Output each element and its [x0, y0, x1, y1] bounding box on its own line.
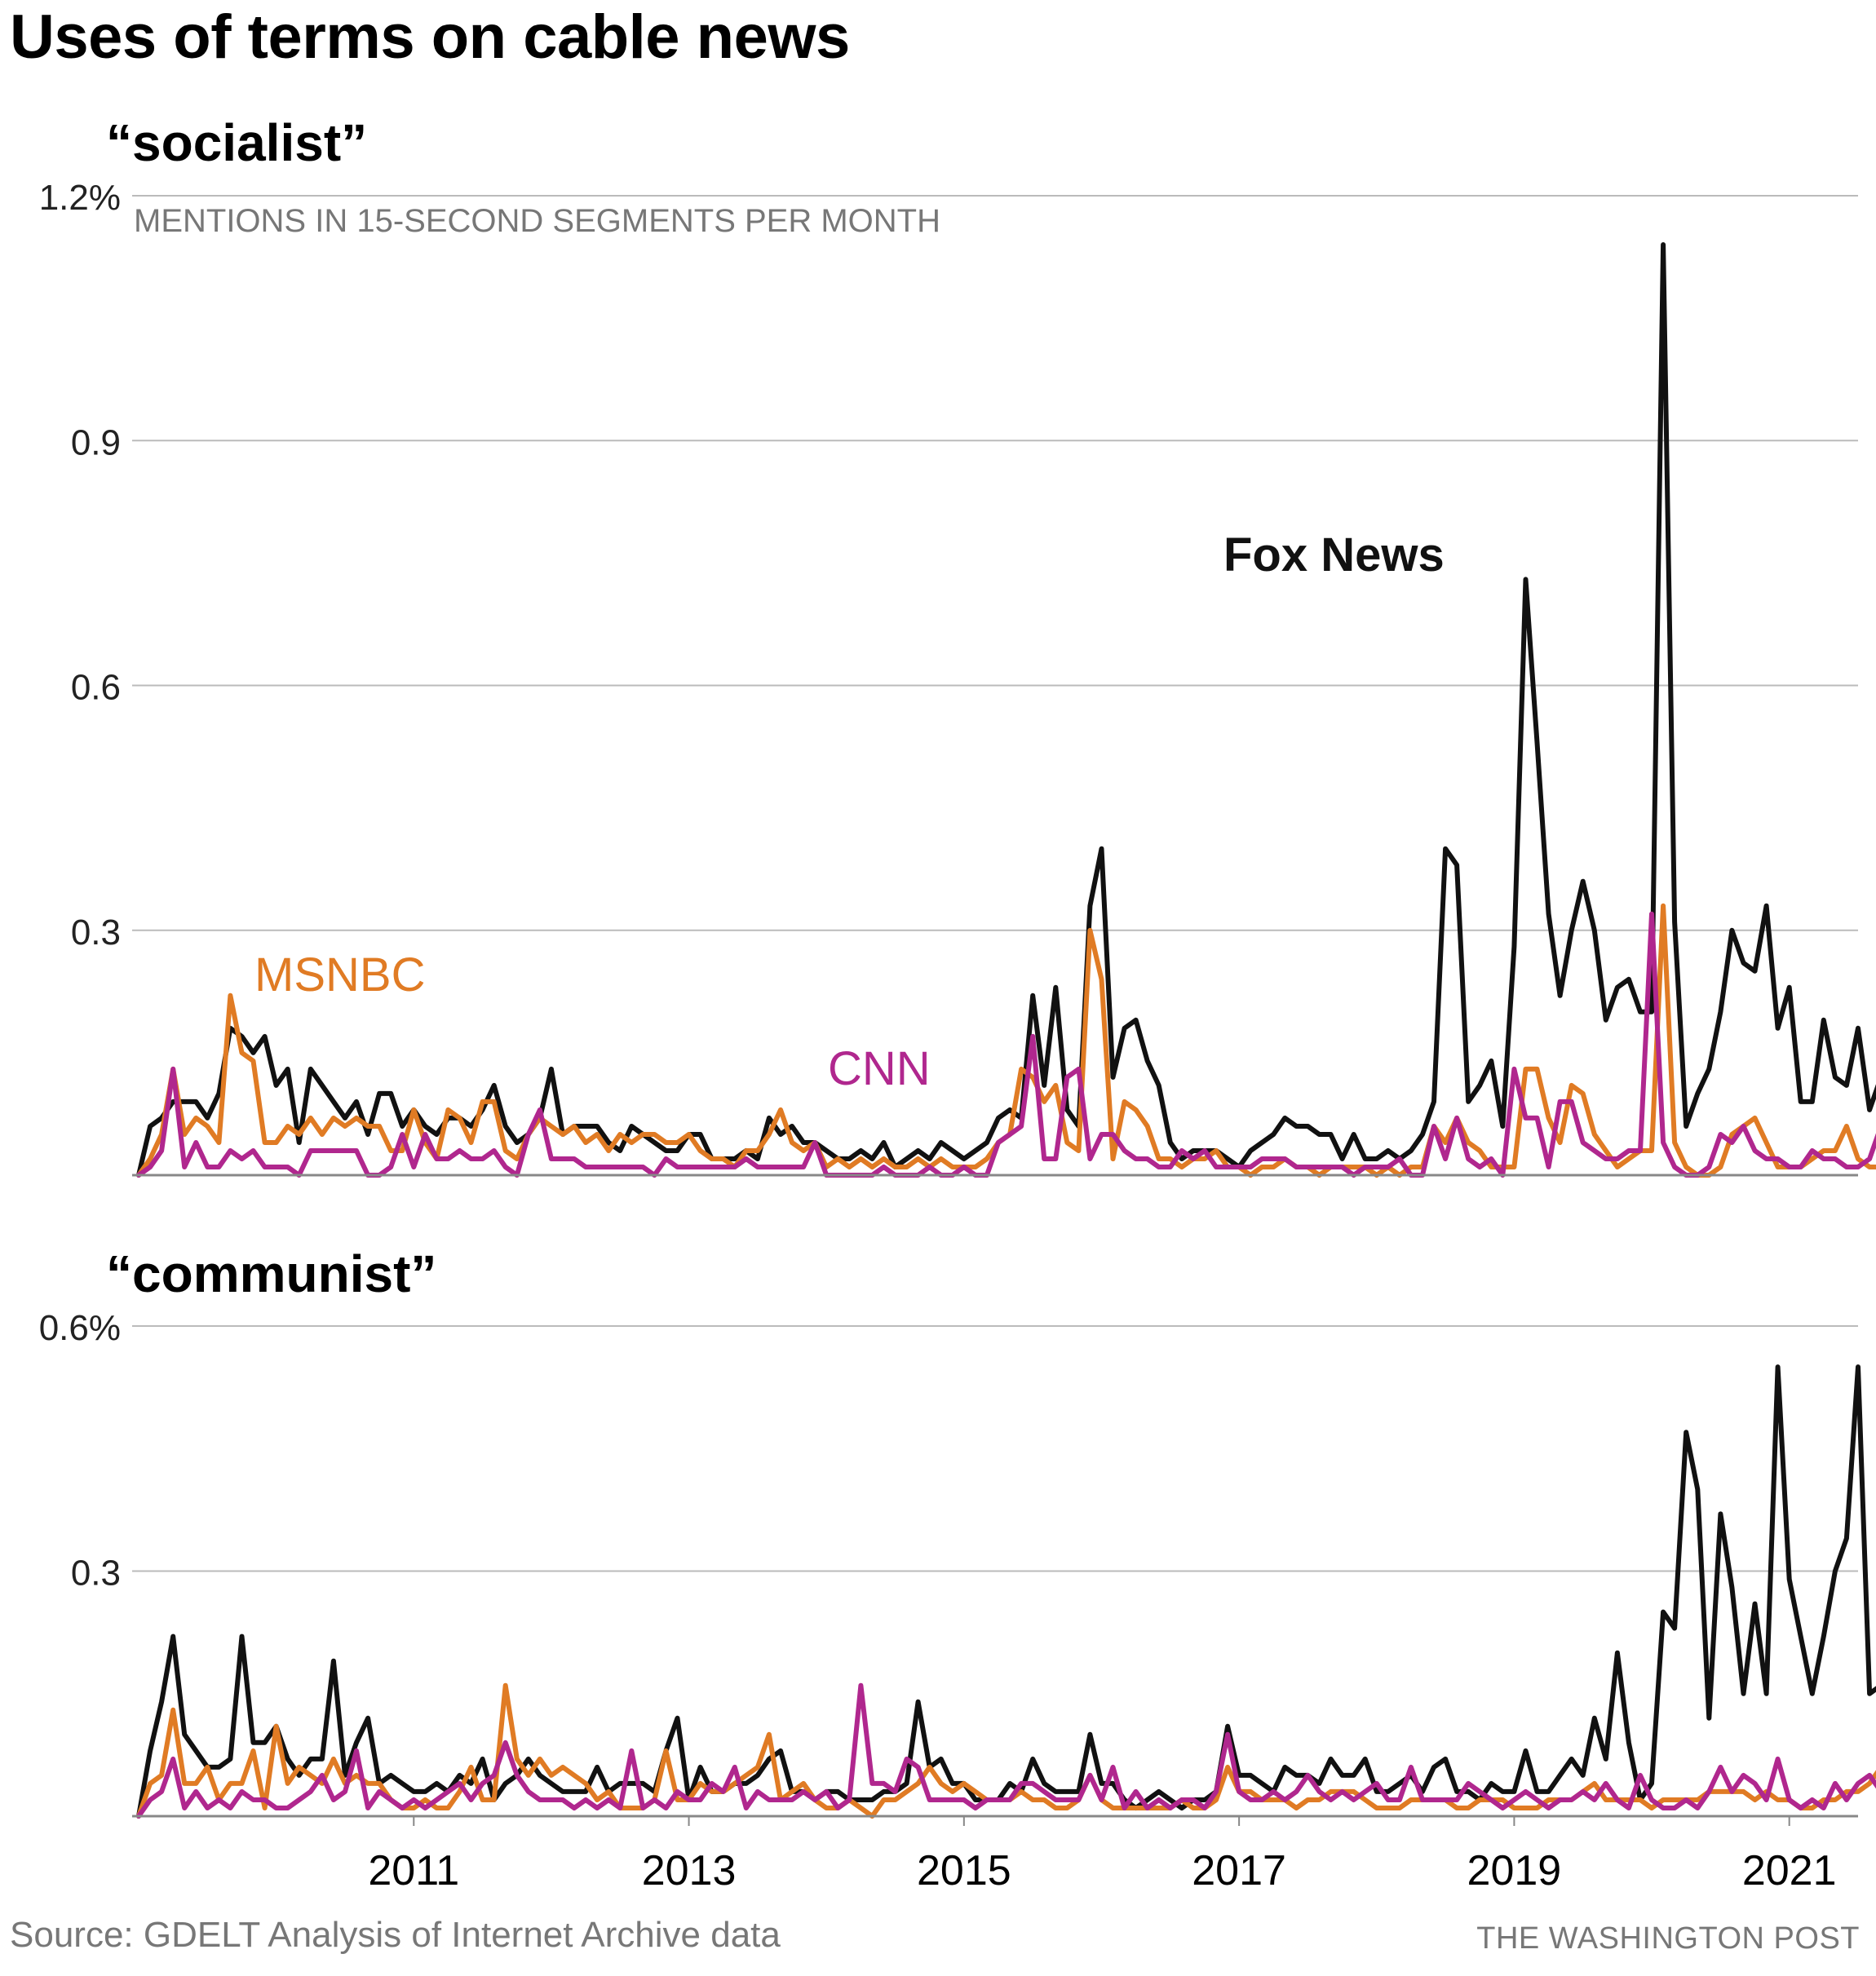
y-axis-subtitle: MENTIONS IN 15-SECOND SEGMENTS PER MONTH	[134, 203, 940, 239]
series-line-cnn	[136, 911, 1876, 1178]
x-tick-label: 2019	[1467, 1847, 1562, 1894]
y-tick-label: 0.9	[71, 422, 121, 462]
y-tick-label: 0.6%	[39, 1308, 121, 1348]
credit-line: THE WASHINGTON POST	[1476, 1921, 1860, 1956]
x-tick-label: 2021	[1742, 1847, 1837, 1894]
series-label-msnbc: MSNBC	[254, 948, 425, 1001]
x-tick-label: 2013	[642, 1847, 737, 1894]
series-label-cnn: CNN	[828, 1042, 931, 1095]
x-tick-label: 2011	[368, 1847, 459, 1894]
socialist-panel-title: “socialist”	[106, 113, 368, 172]
communist-panel-title: “communist”	[106, 1244, 437, 1303]
y-tick-label: 0.6	[71, 668, 121, 708]
y-tick-label: 1.2%	[39, 178, 121, 218]
x-tick-label: 2017	[1192, 1847, 1286, 1894]
y-tick-label: 0.3	[71, 913, 121, 953]
chart-title: Uses of terms on cable news	[10, 2, 850, 72]
x-tick-label: 2015	[917, 1847, 1011, 1894]
series-line-cnn	[136, 1682, 1876, 1819]
y-tick-label: 0.3	[71, 1554, 121, 1594]
series-line-msnbc	[136, 1682, 1876, 1819]
series-label-fox: Fox News	[1223, 528, 1445, 581]
series-line-fox	[136, 242, 1876, 1178]
series-line-fox	[136, 1364, 1876, 1819]
source-note: Source: GDELT Analysis of Internet Archi…	[10, 1915, 781, 1955]
